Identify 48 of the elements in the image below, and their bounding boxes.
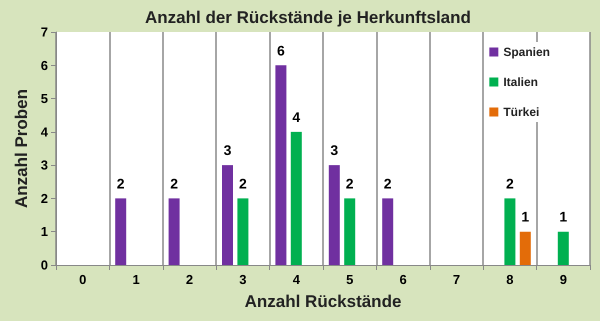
- data-label: 2: [384, 175, 392, 192]
- data-label: 2: [346, 175, 354, 192]
- bar: [520, 232, 531, 265]
- bar: [504, 198, 516, 265]
- x-tick-label: 3: [239, 272, 247, 287]
- bar: [115, 198, 126, 265]
- data-label: 1: [559, 208, 568, 225]
- y-tick-label: 4: [40, 124, 49, 140]
- bar: [344, 198, 356, 265]
- x-tick-label: 4: [292, 272, 301, 287]
- y-tick-label: 6: [40, 58, 48, 73]
- bar: [168, 198, 180, 265]
- x-axis-title: Anzahl Rückstände: [244, 292, 402, 311]
- x-tick-label: 6: [399, 272, 407, 287]
- y-tick-label: 5: [40, 91, 48, 106]
- data-label: 2: [170, 175, 178, 192]
- data-label: 4: [292, 108, 300, 125]
- data-label: 6: [277, 42, 285, 58]
- legend-label: Italien: [503, 75, 538, 89]
- data-label: 2: [116, 175, 125, 192]
- x-tick-label: 5: [346, 272, 354, 287]
- y-tick-label: 1: [40, 224, 48, 240]
- legend-label: Türkei: [503, 105, 540, 119]
- data-label: 3: [224, 142, 232, 158]
- legend-label: Spanien: [503, 45, 550, 59]
- bar: [275, 65, 286, 265]
- bar: [222, 165, 233, 265]
- y-tick-label: 0: [40, 258, 48, 272]
- x-tick-label: 7: [452, 272, 460, 287]
- bar: [558, 232, 569, 265]
- y-tick-label: 2: [40, 190, 48, 206]
- data-label: 3: [330, 142, 338, 158]
- bar: [382, 198, 394, 265]
- bar: [290, 132, 302, 265]
- y-tick-label: 7: [40, 24, 48, 40]
- data-label: 2: [239, 175, 247, 192]
- data-label: 1: [521, 208, 530, 225]
- y-tick-label: 3: [40, 158, 48, 173]
- x-tick-label: 2: [186, 272, 194, 287]
- x-tick-label: 0: [79, 272, 86, 287]
- data-label: 2: [506, 175, 514, 192]
- x-tick-label: 1: [132, 272, 140, 287]
- x-tick-label: 8: [506, 272, 514, 287]
- y-axis-title: Anzahl Proben: [12, 88, 31, 208]
- bar: [237, 198, 248, 265]
- chart-title: Anzahl der Rückstände je Herkunftsland: [145, 8, 471, 27]
- x-tick-label: 9: [560, 272, 567, 287]
- bar: [328, 165, 340, 265]
